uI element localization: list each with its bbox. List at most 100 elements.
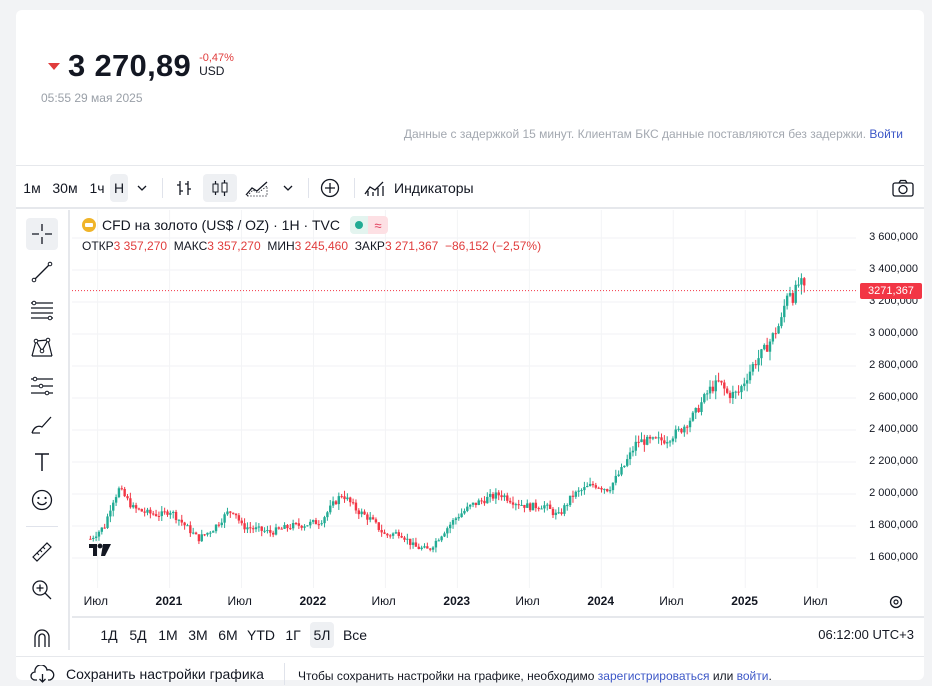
range-6m[interactable]: 6М xyxy=(218,627,238,643)
x-tick-label: 2022 xyxy=(299,594,327,608)
candle-body xyxy=(740,386,743,393)
market-status-badge[interactable]: ≈ xyxy=(350,216,388,234)
interval-30m[interactable]: 30м xyxy=(52,180,78,196)
candle-body xyxy=(234,513,238,516)
range-1d[interactable]: 1Д xyxy=(100,627,118,643)
prediction-icon[interactable] xyxy=(26,370,58,402)
price-change: -0,47% xyxy=(199,52,234,64)
candle-body xyxy=(497,492,500,496)
chart-area[interactable]: CFD на золото (US$ / OZ) · 1Н · TVC ≈ ОТ… xyxy=(72,210,924,609)
candle-body xyxy=(200,534,203,542)
settings-icon[interactable] xyxy=(888,594,904,615)
candle-body xyxy=(651,437,655,439)
candle-body xyxy=(126,496,129,499)
candle-body xyxy=(309,521,312,526)
candle-body xyxy=(474,502,478,505)
candle-body xyxy=(466,506,469,511)
delay-note: Данные с задержкой 15 минут. Клиентам БК… xyxy=(404,127,903,141)
candle-body xyxy=(731,391,735,399)
login-link[interactable]: Войти xyxy=(869,127,903,141)
chart-clock[interactable]: 06:12:00 UTC+3 xyxy=(818,627,914,642)
range-5d[interactable]: 5Д xyxy=(129,627,147,643)
candle-body xyxy=(700,402,703,412)
indicators-button[interactable]: Индикаторы xyxy=(364,174,494,202)
candle-body xyxy=(183,522,186,526)
camera-icon[interactable] xyxy=(888,174,918,202)
delayed-data-icon: ≈ xyxy=(368,216,388,234)
candle-body xyxy=(683,426,686,433)
candle-body xyxy=(640,439,643,443)
candle-body xyxy=(526,503,529,508)
candle-body xyxy=(745,380,749,384)
crosshair-icon[interactable] xyxy=(26,218,58,250)
range-ytd[interactable]: YTD xyxy=(247,627,275,643)
candle-body xyxy=(94,536,98,538)
text-tool-icon[interactable] xyxy=(26,446,58,478)
candle-body xyxy=(803,278,806,286)
range-all[interactable]: Все xyxy=(342,627,368,643)
candle-body xyxy=(697,407,700,412)
candles-style-icon[interactable] xyxy=(203,174,237,202)
bars-style-icon[interactable] xyxy=(170,174,198,202)
candle-body xyxy=(426,546,429,549)
candle-body xyxy=(483,500,486,504)
candle-body xyxy=(723,382,726,389)
candle-body xyxy=(357,510,361,515)
fib-retracement-icon[interactable] xyxy=(26,294,58,326)
pattern-icon[interactable] xyxy=(26,332,58,364)
candle-body xyxy=(694,407,697,413)
x-tick-label: Июл xyxy=(371,594,396,608)
candle-body xyxy=(463,510,466,514)
candle-body xyxy=(446,528,449,534)
candle-body xyxy=(334,501,338,505)
candle-body xyxy=(374,519,378,523)
gold-icon xyxy=(82,218,96,232)
range-1y[interactable]: 1Г xyxy=(285,627,301,643)
range-3m[interactable]: 3М xyxy=(188,627,208,643)
price-axis[interactable]: 3 600,000 3 400,000 3 200,000 3 000,000 2 80… xyxy=(856,210,924,588)
price-chart[interactable] xyxy=(72,210,924,605)
candle-body xyxy=(628,452,632,460)
compare-add-icon[interactable] xyxy=(316,174,344,202)
save-settings-button[interactable]: Сохранить настройки графика xyxy=(30,665,264,683)
interval-week[interactable]: Н xyxy=(110,174,128,202)
candle-body xyxy=(112,502,115,511)
candle-body xyxy=(488,493,492,497)
trend-line-icon[interactable] xyxy=(26,256,58,288)
candle-body xyxy=(303,526,306,528)
candle-body xyxy=(257,526,261,528)
tradingview-logo xyxy=(88,542,112,563)
range-5y[interactable]: 5Л xyxy=(310,622,334,648)
candle-body xyxy=(226,511,229,515)
interval-1m[interactable]: 1м xyxy=(23,180,41,196)
candle-body xyxy=(600,487,603,490)
candle-body xyxy=(480,500,483,502)
y-tick-label: 1 600,000 xyxy=(869,551,918,563)
candle-body xyxy=(606,489,609,492)
x-tick-label: 2021 xyxy=(155,594,183,608)
chevron-down-icon[interactable] xyxy=(278,174,298,202)
candle-body xyxy=(246,527,249,530)
emoji-icon[interactable] xyxy=(26,484,58,516)
magnet-icon[interactable] xyxy=(26,622,58,654)
interval-1h[interactable]: 1ч xyxy=(89,180,105,196)
candle-body xyxy=(674,429,677,439)
candle-body xyxy=(377,522,380,530)
range-1m[interactable]: 1М xyxy=(158,627,178,643)
brush-icon[interactable] xyxy=(26,408,58,440)
delay-note-text: Данные с задержкой 15 минут. Клиентам БК… xyxy=(403,127,867,141)
candle-body xyxy=(428,548,432,550)
area-style-icon[interactable] xyxy=(243,174,271,202)
register-link[interactable]: зарегистрироваться xyxy=(597,669,710,683)
candle-body xyxy=(457,517,460,519)
candle-body xyxy=(203,534,206,536)
candle-body xyxy=(391,533,395,536)
candle-body xyxy=(631,450,635,453)
candle-body xyxy=(317,524,321,526)
candle-body xyxy=(231,512,235,514)
zoom-in-icon[interactable] xyxy=(26,574,58,606)
footer-login-link[interactable]: войти xyxy=(736,669,769,683)
ruler-icon[interactable] xyxy=(26,536,58,568)
chevron-down-icon[interactable] xyxy=(132,174,152,202)
candle-body xyxy=(477,500,480,505)
